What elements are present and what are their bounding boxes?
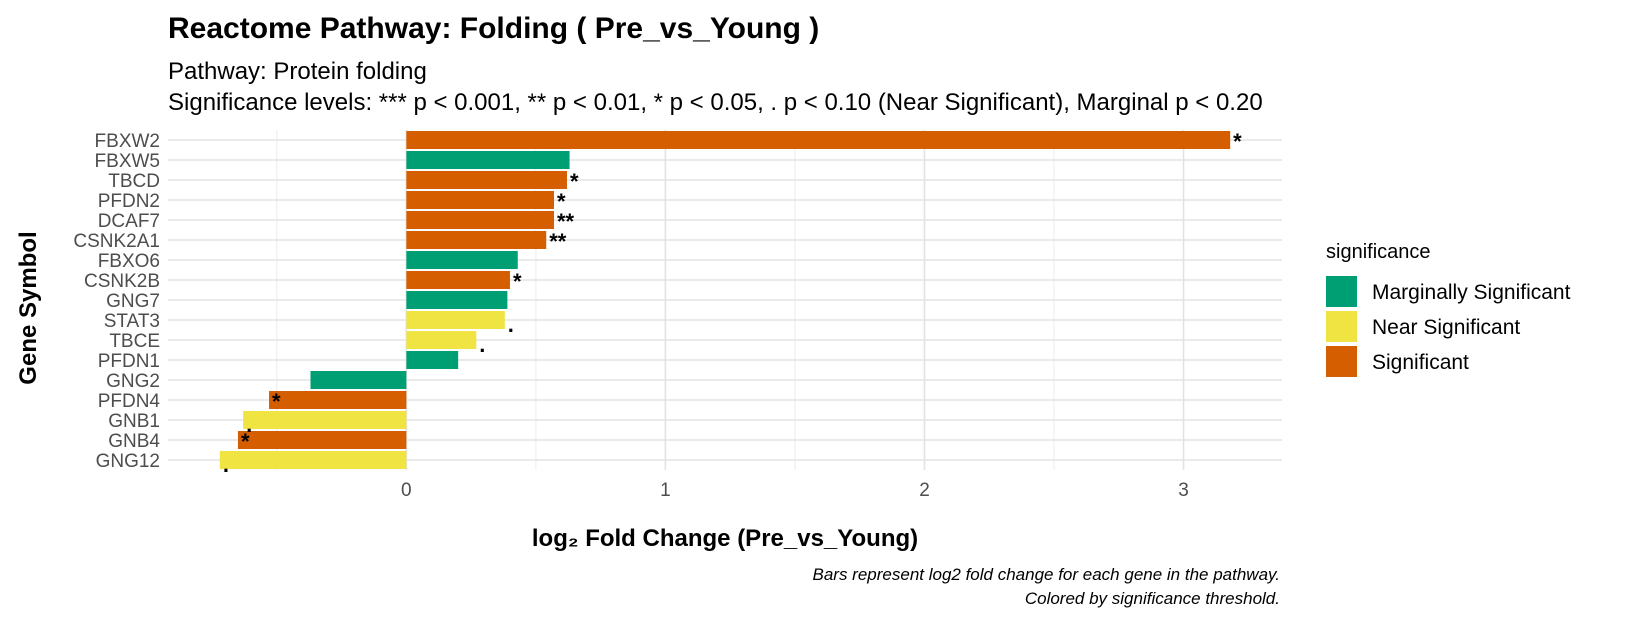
y-tick-label: GNG2 <box>106 371 160 392</box>
legend: significance Marginally Significant Near… <box>1326 241 1571 377</box>
significance-label-tbce: . <box>479 332 485 357</box>
y-tick-label: STAT3 <box>104 311 160 332</box>
legend-label-significant: Significant <box>1372 351 1469 374</box>
bar-pfdn1 <box>406 351 459 369</box>
significance-label-gnb1: . <box>246 412 252 437</box>
bars-group <box>219 131 1231 469</box>
y-tick-label: GNB1 <box>108 411 160 432</box>
legend-label-near-significant: Near Significant <box>1372 316 1520 339</box>
legend-title: significance <box>1326 241 1431 263</box>
bar-gnb1 <box>243 411 407 429</box>
bar-fbxw5 <box>406 151 570 169</box>
y-tick-label: PFDN1 <box>98 351 160 372</box>
bar-stat3 <box>406 311 505 329</box>
significance-label-tbcd: * <box>570 169 579 194</box>
y-tick-label: FBXW2 <box>95 131 160 152</box>
bar-tbcd <box>406 171 567 189</box>
chart-subtitle-pathway: Pathway: Protein folding <box>168 58 427 85</box>
grid-lines <box>168 130 1282 470</box>
y-tick-label: GNB4 <box>108 431 160 452</box>
y-tick-labels: FBXW2FBXW5TBCDPFDN2DCAF7CSNK2A1FBXO6CSNK… <box>73 131 160 472</box>
bar-tbce <box>406 331 477 349</box>
bar-pfdn2 <box>406 191 555 209</box>
significance-label-dcaf7: ** <box>557 209 575 234</box>
x-tick-label: 1 <box>660 480 671 501</box>
bar-csnk2b <box>406 271 510 289</box>
bar-gng2 <box>310 371 407 389</box>
y-tick-label: GNG12 <box>96 451 160 472</box>
chart-subtitle-significance: Significance levels: *** p < 0.001, ** p… <box>168 89 1263 116</box>
significance-label-csnk2b: * <box>513 269 522 294</box>
bar-fbxw2 <box>406 131 1231 149</box>
y-tick-label: FBXO6 <box>98 251 160 272</box>
bar-gng7 <box>406 291 508 309</box>
y-tick-label: DCAF7 <box>98 211 160 232</box>
caption-line-1: Bars represent log2 fold change for each… <box>813 565 1281 584</box>
bar-fbxo6 <box>406 251 518 269</box>
y-tick-label: TBCE <box>109 331 160 352</box>
legend-swatch-near-significant <box>1326 311 1357 342</box>
x-tick-labels: 0 1 2 3 <box>401 480 1189 501</box>
significance-label-csnk2a1: ** <box>549 229 567 254</box>
bar-gnb4 <box>237 431 407 449</box>
bar-dcaf7 <box>406 211 555 229</box>
y-tick-label: GNG7 <box>106 291 160 312</box>
y-tick-label: CSNK2A1 <box>73 231 160 252</box>
y-tick-label: PFDN4 <box>98 391 161 412</box>
y-tick-label: CSNK2B <box>84 271 160 292</box>
x-tick-label: 2 <box>919 480 930 501</box>
chart-title: Reactome Pathway: Folding ( Pre_vs_Young… <box>168 12 819 45</box>
x-tick-label: 0 <box>401 480 412 501</box>
significance-label-stat3: . <box>508 312 514 337</box>
x-tick-label: 3 <box>1178 480 1189 501</box>
caption-line-2: Colored by significance threshold. <box>1025 589 1280 608</box>
significance-label-pfdn2: * <box>557 189 566 214</box>
bar-csnk2a1 <box>406 231 547 249</box>
y-tick-label: FBXW5 <box>95 151 160 172</box>
y-tick-label: TBCD <box>108 171 160 192</box>
significance-label-fbxw2: * <box>1233 129 1242 154</box>
bar-pfdn4 <box>269 391 407 409</box>
legend-swatch-significant <box>1326 346 1357 377</box>
significance-label-gnb4: * <box>241 429 250 454</box>
significance-label-pfdn4: * <box>272 389 281 414</box>
legend-swatch-marginally-significant <box>1326 276 1357 307</box>
x-axis-title: log₂ Fold Change (Pre_vs_Young) <box>532 525 918 552</box>
significance-labels-group: ********..*.*. <box>223 129 1242 477</box>
bar-gng12 <box>219 451 407 469</box>
y-axis-title: Gene Symbol <box>15 231 42 384</box>
legend-label-marginally-significant: Marginally Significant <box>1372 281 1571 304</box>
significance-label-gng12: . <box>223 452 229 477</box>
y-tick-label: PFDN2 <box>98 191 160 212</box>
